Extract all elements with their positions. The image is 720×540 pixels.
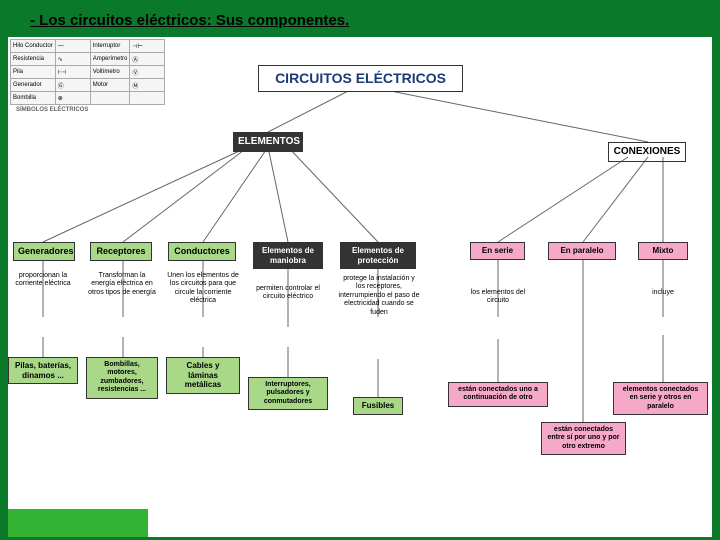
receptores-ex: Bombillas, motores, zumbadores, resisten… [86, 357, 158, 399]
receptores-box: Receptores [90, 242, 152, 261]
generadores-box: Generadores [13, 242, 75, 261]
generadores-ex: Pilas, baterías, dinamos ... [8, 357, 78, 384]
diagram-canvas: Hilo Conductor—Interruptor⊣⊢ Resistencia… [8, 37, 712, 537]
generadores-desc: proporcionan la corriente eléctrica [8, 272, 78, 289]
maniobra-ex: Interruptores, pulsadores y conmutadores [248, 377, 328, 410]
proteccion-ex: Fusibles [353, 397, 403, 415]
symbol-table-label: SÍMBOLOS ELÉCTRICOS [16, 107, 88, 113]
conductores-box: Conductores [168, 242, 236, 261]
elementos-box: ELEMENTOS [233, 132, 303, 152]
serie-box: En serie [470, 242, 525, 260]
bottom-accent [8, 509, 148, 537]
proteccion-box: Elementos de protección [340, 242, 416, 269]
proteccion-desc: protege la instalación y los receptores,… [338, 275, 420, 317]
maniobra-box: Elementos de maniobra [253, 242, 323, 269]
mixto-box2: elementos conectados en serie y otros en… [613, 382, 708, 415]
maniobra-desc: permiten controlar el circuito eléctrico [250, 285, 326, 302]
symbol-table: Hilo Conductor—Interruptor⊣⊢ Resistencia… [10, 39, 165, 105]
serie-box2: están conectados uno a continuación de o… [448, 382, 548, 407]
paralelo-box: En paralelo [548, 242, 616, 260]
paralelo-box2: están conectados entre sí por uno y por … [541, 422, 626, 455]
mixto-box: Mixto [638, 242, 688, 260]
mixto-desc: incluye [633, 289, 693, 297]
serie-desc: los elementos del circuito [463, 289, 533, 306]
conductores-ex: Cables y láminas metálicas [166, 357, 240, 394]
conductores-desc: Unen los elementos de los circuitos para… [166, 272, 240, 306]
receptores-desc: Transforman la energía eléctrica en otro… [86, 272, 158, 297]
page-title: - Los circuitos eléctricos: Sus componen… [0, 0, 720, 37]
main-title-box: CIRCUITOS ELÉCTRICOS [258, 65, 463, 92]
conexiones-box: CONEXIONES [608, 142, 686, 162]
